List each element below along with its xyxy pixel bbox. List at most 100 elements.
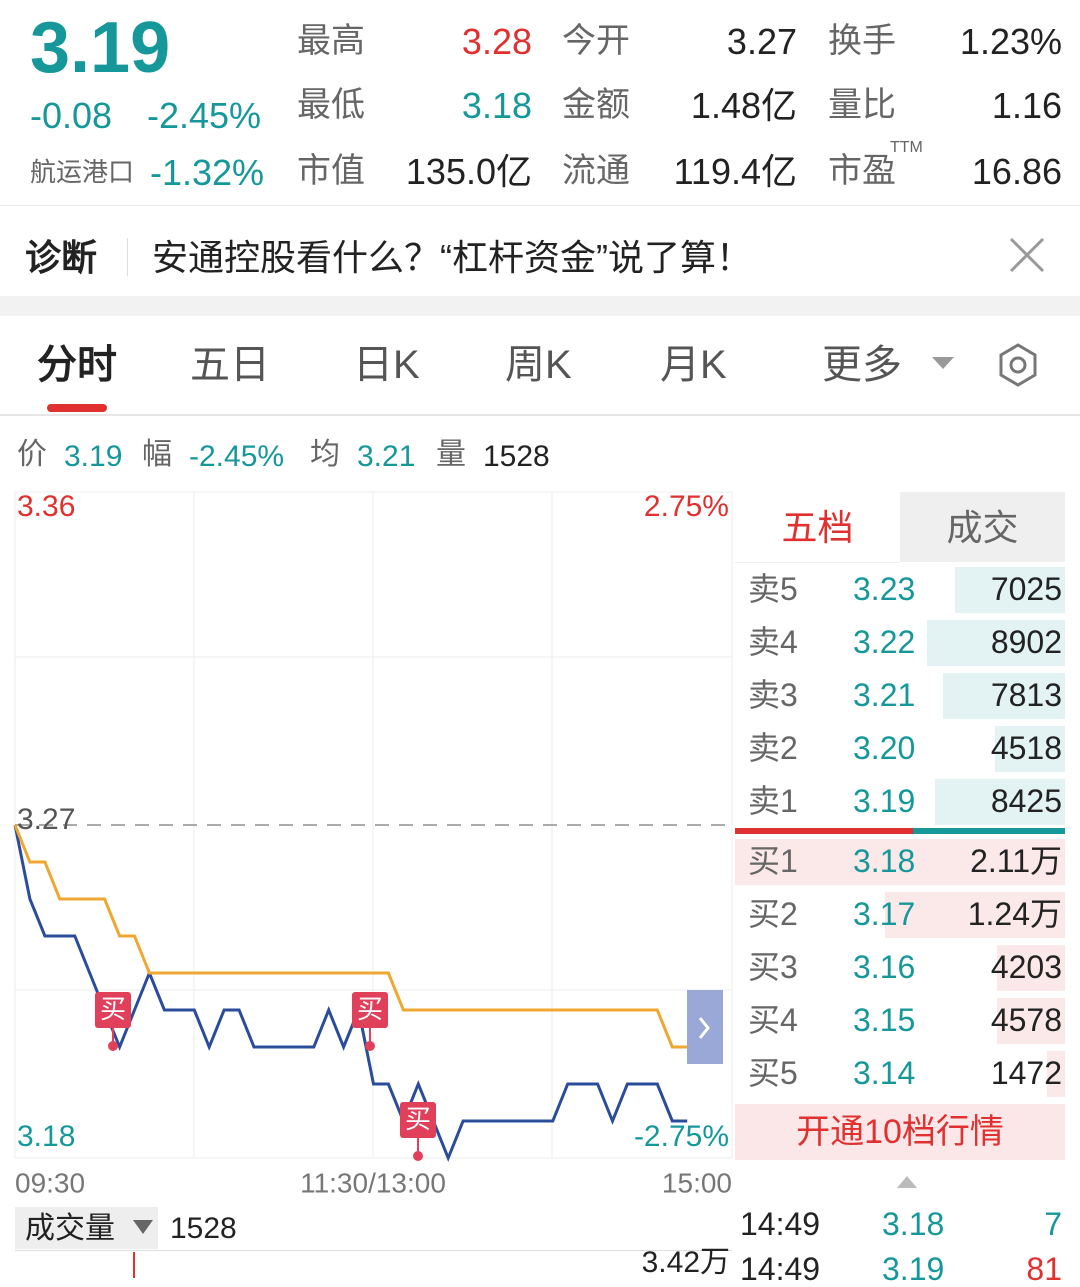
expand-arrow	[698, 1017, 710, 1039]
tab[interactable]: 月K	[660, 343, 727, 387]
trade-volume: 81	[1026, 1251, 1062, 1287]
book-side: 卖4	[748, 624, 798, 660]
depth-bar	[735, 839, 1065, 885]
stat-label: 今开	[562, 22, 630, 60]
book-price: 3.21	[853, 677, 916, 713]
book-volume: 4578	[990, 1002, 1062, 1038]
tab[interactable]: 分时	[37, 343, 117, 387]
book-volume: 1.24万	[967, 896, 1062, 932]
gap	[0, 296, 1080, 316]
stat-label: 市盈	[828, 152, 896, 190]
book-volume: 4518	[990, 730, 1062, 766]
book-volume: 4203	[990, 949, 1062, 985]
sector[interactable]: 航运港口	[30, 157, 135, 187]
trade-price: 3.18	[882, 1206, 945, 1242]
depth-bar	[935, 779, 1065, 825]
book-tab[interactable]: 五档	[781, 507, 854, 548]
book-price: 3.19	[853, 783, 916, 819]
book-side: 买4	[748, 1002, 798, 1038]
book-side: 买5	[748, 1055, 798, 1091]
depth-bar	[1047, 1051, 1065, 1097]
buy-dot	[413, 1151, 423, 1161]
trade-time: 14:49	[740, 1251, 821, 1287]
info-label: 均	[310, 438, 340, 471]
depth-bar	[997, 998, 1065, 1044]
stat-value: 1.16	[991, 85, 1062, 126]
book-side: 卖2	[748, 730, 798, 766]
stat-label: 换手	[828, 22, 896, 60]
depth-bar	[997, 945, 1065, 991]
diag-text[interactable]: 安通控股看什么？“杠杆资金”说了算！	[152, 237, 752, 278]
dropdown-icon[interactable]	[930, 355, 956, 371]
stat-value: 3.18	[461, 85, 532, 126]
info-label: 量	[436, 438, 466, 471]
upgrade-button[interactable]: 开通10档行情	[735, 1104, 1065, 1160]
divider	[0, 414, 1080, 416]
pct-label: -2.75%	[634, 1120, 729, 1153]
book-price: 3.18	[853, 843, 916, 879]
trade-time: 14:49	[740, 1206, 821, 1242]
stat-label: 市值	[297, 152, 365, 190]
buy-marker: 买	[100, 994, 126, 1024]
divider	[127, 238, 128, 276]
settings-icon[interactable]	[995, 342, 1041, 388]
book-side: 卖1	[748, 783, 798, 819]
x-tick-label: 09:30	[15, 1167, 85, 1198]
info-value: 1528	[483, 440, 550, 473]
stat-label: 量比	[828, 86, 896, 124]
depth-bar	[995, 726, 1065, 772]
change: -0.08	[30, 95, 113, 136]
book-price: 3.16	[853, 949, 916, 985]
book-side: 卖3	[748, 677, 798, 713]
depth-bar	[885, 892, 1065, 938]
volume-value: 1528	[170, 1212, 237, 1245]
series-line	[13, 824, 688, 1049]
x-tick-label: 15:00	[662, 1167, 732, 1198]
stat-label: 最高	[297, 22, 365, 60]
buy-dot	[365, 1041, 375, 1051]
stat-value: 1.23%	[959, 21, 1062, 62]
sector-pct: -1.32%	[150, 152, 265, 193]
stat-label: 最低	[297, 86, 365, 124]
buy-badge	[352, 992, 388, 1028]
stat-value: 1.48亿	[690, 85, 797, 126]
book-volume: 8425	[990, 783, 1062, 819]
expand-icon[interactable]	[895, 1174, 919, 1190]
y-tick-label: 3.36	[17, 490, 75, 523]
volume-label: 成交量	[25, 1212, 115, 1245]
ask-bid-bar	[735, 828, 913, 834]
dropdown-icon[interactable]	[131, 1218, 155, 1236]
book-price: 3.22	[853, 624, 916, 660]
depth-bar	[943, 673, 1065, 719]
divider	[15, 1250, 732, 1251]
intraday-chart: 3.36 3.27 3.18 2.75% -2.75% 09:30 11:30/13:00 1…	[13, 490, 733, 1198]
divider	[0, 205, 1080, 206]
trade-price: 3.19	[882, 1251, 945, 1287]
y-tick-label: 3.18	[17, 1120, 75, 1153]
book-tab[interactable]: 成交	[946, 507, 1019, 548]
expand-button	[687, 990, 723, 1064]
book-price: 3.15	[853, 1002, 916, 1038]
tab[interactable]: 周K	[505, 343, 572, 387]
tab[interactable]: 日K	[353, 343, 420, 387]
tab[interactable]: 更多	[822, 343, 902, 387]
close-icon[interactable]	[1008, 236, 1046, 274]
book-volume: 7025	[990, 571, 1062, 607]
diag-label: 诊断	[25, 237, 98, 278]
book-volume: 1472	[990, 1055, 1062, 1091]
buy-badge	[95, 992, 131, 1028]
tab-indicator	[47, 404, 107, 412]
stat-label: 金额	[562, 86, 630, 124]
book-tab-bg	[900, 492, 1065, 562]
buy-dot	[108, 1041, 118, 1051]
depth-bar	[955, 567, 1065, 613]
tab[interactable]: 五日	[190, 343, 270, 387]
stat-value: 3.27	[726, 21, 797, 62]
buy-badge	[400, 1102, 436, 1138]
trade-volume: 7	[1044, 1206, 1062, 1242]
info-label: 幅	[142, 438, 172, 471]
volume-select[interactable]	[15, 1207, 158, 1249]
stat-value: 119.4亿	[673, 151, 797, 192]
info-value: 3.21	[357, 440, 416, 473]
